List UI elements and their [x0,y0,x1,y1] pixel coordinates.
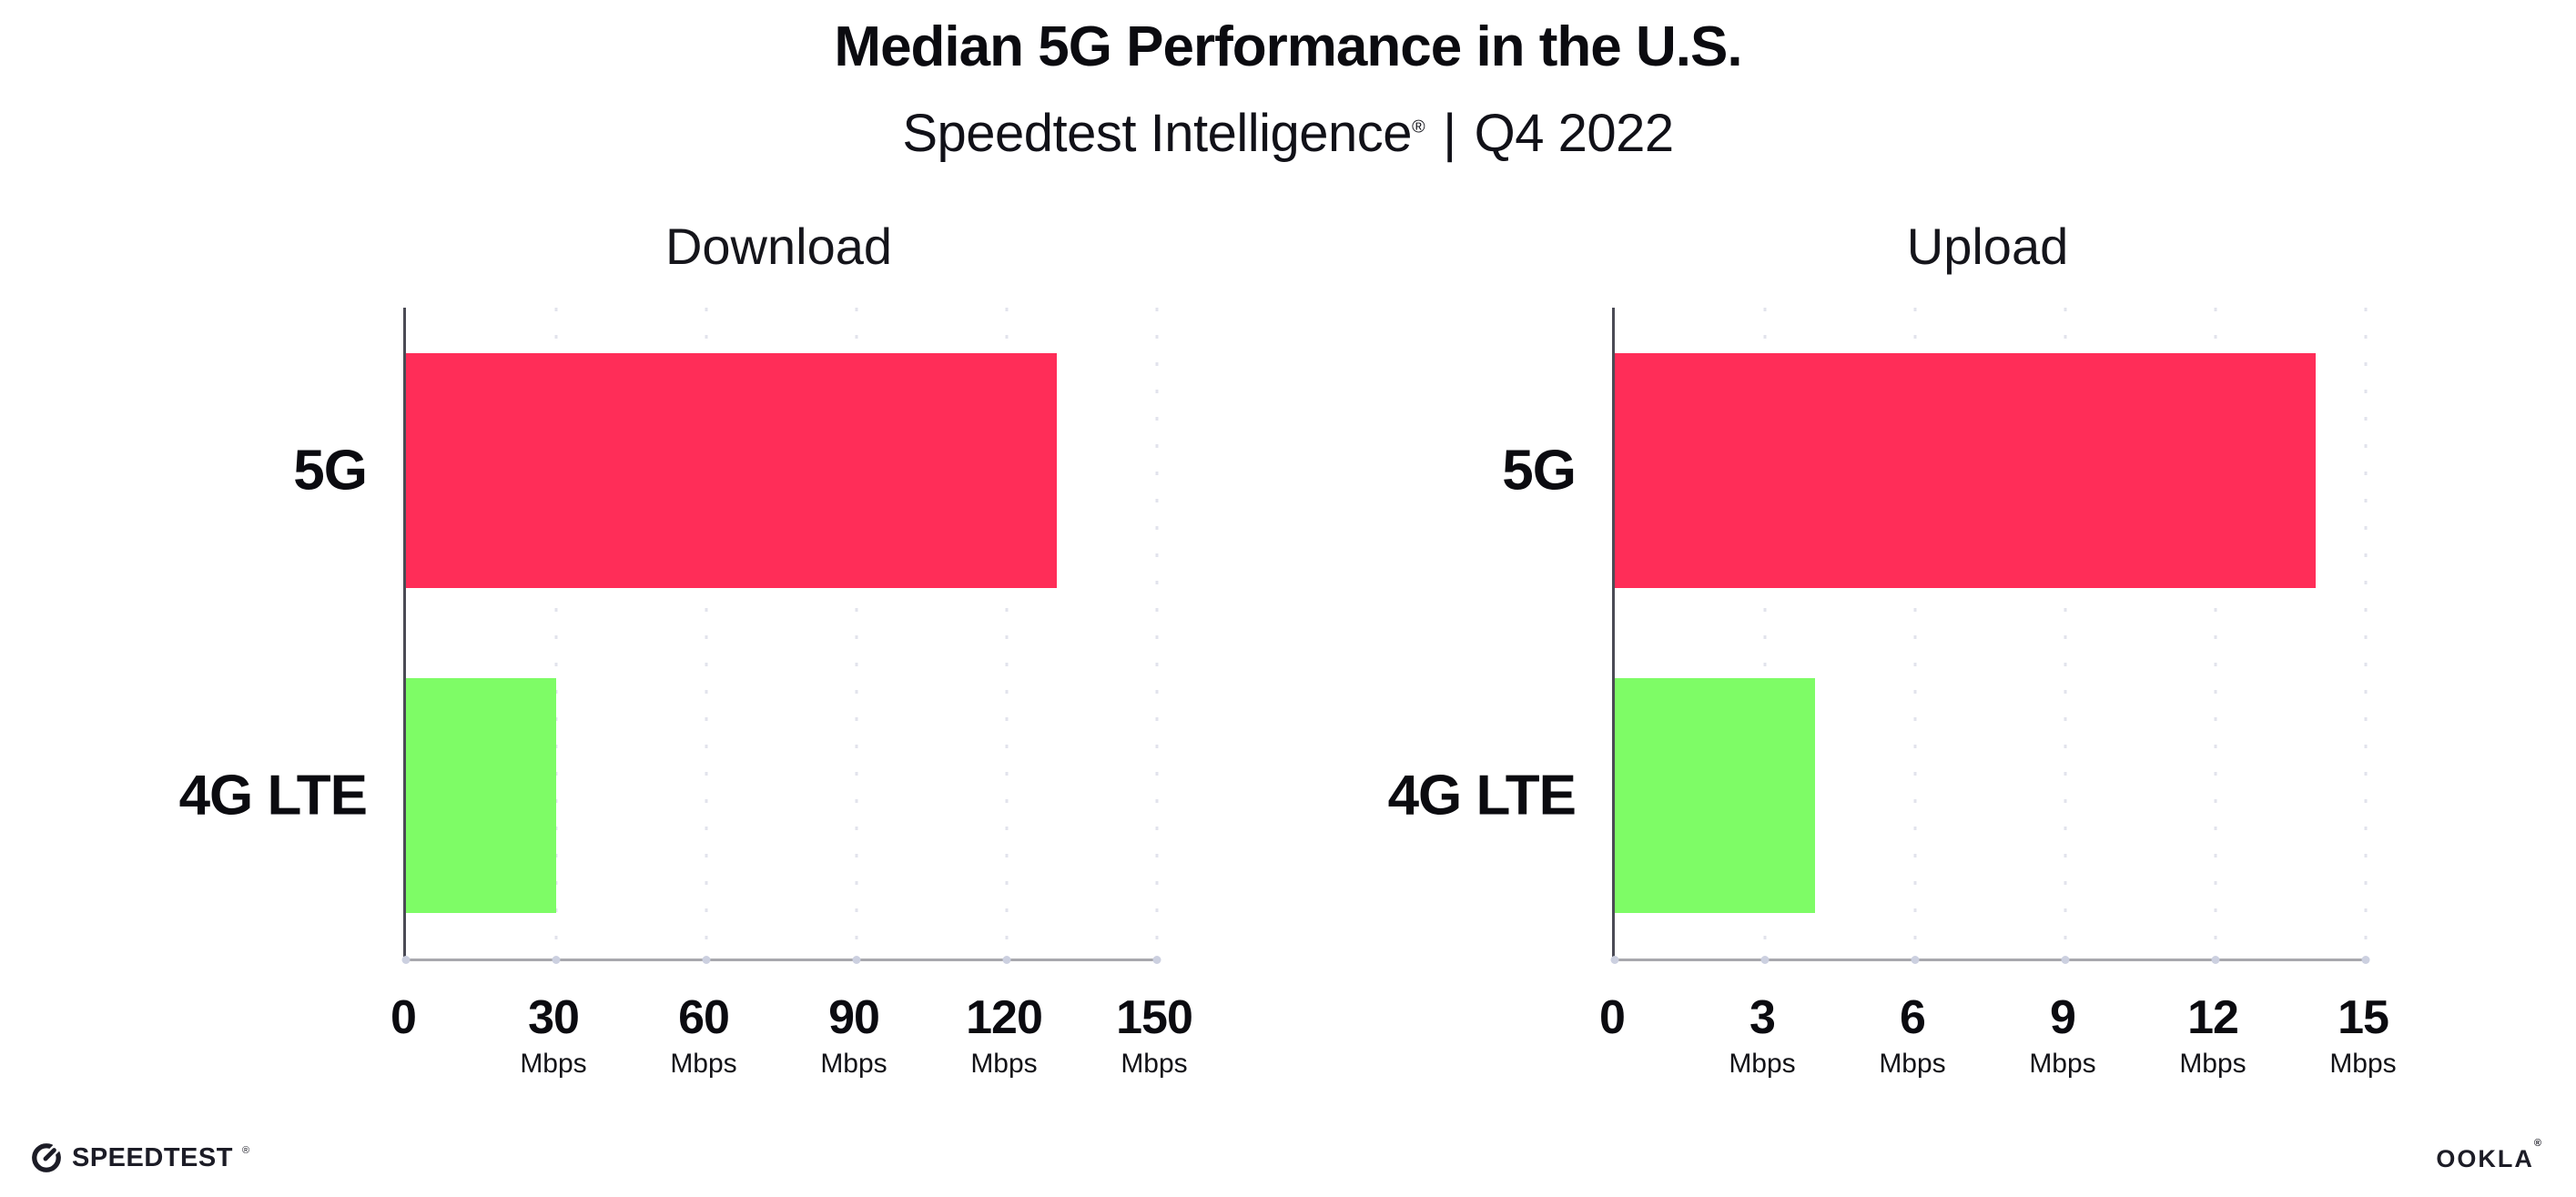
upload-gridline-3 [1763,308,1767,959]
upload-gridline-12 [2214,308,2217,959]
download-gridline-120 [1005,308,1009,959]
x-tick-unit: Mbps [970,1049,1038,1079]
download-plot-area [401,308,1161,964]
download-bar-5g [406,352,1057,588]
download-tick-dot-120 [1002,956,1011,964]
download-category-label-5g: 5G [293,439,368,502]
x-tick-unit: Mbps [2329,1049,2397,1079]
upload-plot-area [1610,308,2370,964]
x-tick-label: 9 [2050,991,2076,1044]
subtitle-separator: | [1443,104,1456,163]
x-tick-unit: Mbps [670,1049,737,1079]
speedtest-gauge-icon [32,1142,62,1172]
x-tick-label: 150 [1116,991,1193,1044]
download-tick-dot-60 [702,956,711,964]
subtitle-period: Q4 2022 [1474,104,1675,163]
download-gridline-30 [554,308,558,959]
x-tick-label: 0 [1599,991,1626,1044]
x-tick-label: 15 [2338,991,2389,1044]
download-y-axis-labels: 5G 4G LTE [130,308,403,959]
download-tick-dot-0 [401,956,411,964]
download-chart: Download 5G 4G LTE 0 30 Mbps 60 Mbps 90 Mbps 120… [130,218,1193,1145]
registered-mark: ® [1412,117,1425,137]
x-tick-unit: Mbps [1121,1049,1188,1079]
upload-category-label-4g-lte: 4G LTE [1387,764,1577,827]
speedtest-registered-mark: ® [241,1145,250,1156]
download-x-tick-120: 120 Mbps [966,961,1043,1080]
upload-x-tick-15: 15 Mbps [2329,961,2396,1080]
upload-gridline-9 [2064,308,2067,959]
download-x-tick-0: 0 [390,961,417,1045]
download-x-tick-90: 90 Mbps [820,961,887,1080]
x-tick-label: 6 [1900,991,1926,1044]
upload-bar-4g-lte [1615,678,1815,914]
download-x-tick-150: 150 Mbps [1116,961,1193,1080]
upload-x-tick-9: 9 Mbps [2029,961,2095,1080]
upload-category-label-5g: 5G [1502,439,1577,502]
x-tick-label: 30 [528,991,580,1044]
upload-gridline-6 [1913,308,1917,959]
download-tick-dot-150 [1152,956,1161,964]
upload-x-tick-6: 6 Mbps [1879,961,1945,1080]
upload-chart: Upload 5G 4G LTE 0 3 Mbps 6 Mbps 9 Mbps 12 Mbps 15… [1339,218,2397,1145]
x-tick-label: 90 [828,991,880,1044]
x-tick-label: 120 [966,991,1043,1044]
upload-bar-5g [1615,352,2316,588]
upload-tick-dot-9 [2061,956,2070,964]
upload-tick-dot-0 [1610,956,1619,964]
x-tick-unit: Mbps [2179,1049,2246,1079]
upload-tick-dot-12 [2211,956,2220,964]
upload-gridline-15 [2364,308,2368,959]
x-tick-label: 12 [2187,991,2239,1044]
download-gridline-60 [705,308,708,959]
x-tick-label: 3 [1749,991,1776,1044]
download-x-axis-labels: 0 30 Mbps 60 Mbps 90 Mbps 120 Mbps 150 Mbps [390,961,1193,1116]
page-subtitle: Speedtest Intelligence® | Q4 2022 [0,103,2576,164]
upload-chart-title: Upload [1906,218,2069,275]
x-tick-label: 60 [678,991,730,1044]
x-tick-unit: Mbps [1729,1049,1796,1079]
header: Median 5G Performance in the U.S. Speedt… [0,0,2576,164]
x-tick-unit: Mbps [1879,1049,1946,1079]
upload-tick-dot-3 [1760,956,1770,964]
download-gridline-90 [855,308,858,959]
page-title: Median 5G Performance in the U.S. [834,15,1742,78]
upload-x-tick-0: 0 [1599,961,1626,1045]
speedtest-logo: SPEEDTEST ® [30,1141,249,1174]
download-x-tick-60: 60 Mbps [670,961,736,1080]
download-tick-dot-90 [852,956,861,964]
subtitle-brand: Speedtest Intelligence [902,104,1413,163]
upload-x-tick-3: 3 Mbps [1729,961,1795,1080]
upload-y-axis-labels: 5G 4G LTE [1339,308,1612,959]
x-tick-unit: Mbps [2029,1049,2096,1079]
download-x-tick-30: 30 Mbps [520,961,586,1080]
download-gridline-150 [1155,308,1159,959]
download-tick-dot-30 [552,956,561,964]
x-tick-unit: Mbps [520,1049,587,1079]
download-bar-4g-lte [406,678,556,914]
upload-x-axis-labels: 0 3 Mbps 6 Mbps 9 Mbps 12 Mbps 15 Mbps [1599,961,2397,1116]
download-category-label-4g-lte: 4G LTE [178,764,368,827]
download-chart-title: Download [664,218,893,275]
x-tick-label: 0 [390,991,417,1044]
upload-tick-dot-6 [1911,956,1920,964]
x-tick-unit: Mbps [820,1049,887,1079]
ookla-logo: OOKLA® [2436,1138,2543,1173]
upload-x-tick-12: 12 Mbps [2179,961,2246,1080]
speedtest-logo-text: SPEEDTEST [72,1142,233,1172]
ookla-registered-mark: ® [2533,1138,2543,1149]
upload-tick-dot-15 [2361,956,2370,964]
ookla-logo-text: OOKLA [2436,1145,2534,1172]
